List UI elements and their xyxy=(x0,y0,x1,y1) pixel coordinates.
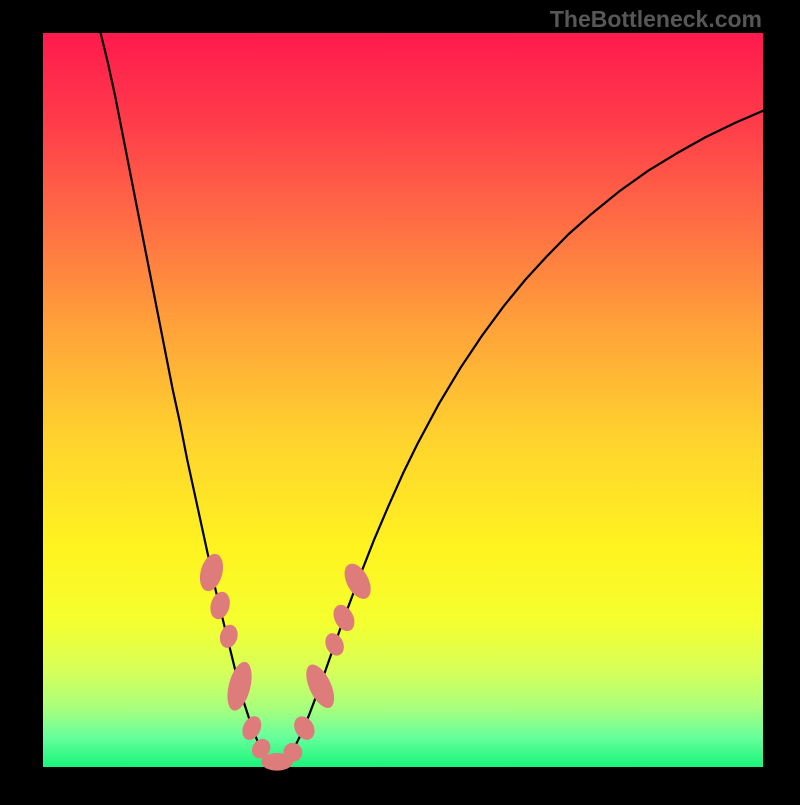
watermark-text: TheBottleneck.com xyxy=(550,6,762,33)
plot-background xyxy=(43,33,763,767)
chart-canvas xyxy=(0,0,800,800)
chart-svg xyxy=(0,0,800,800)
